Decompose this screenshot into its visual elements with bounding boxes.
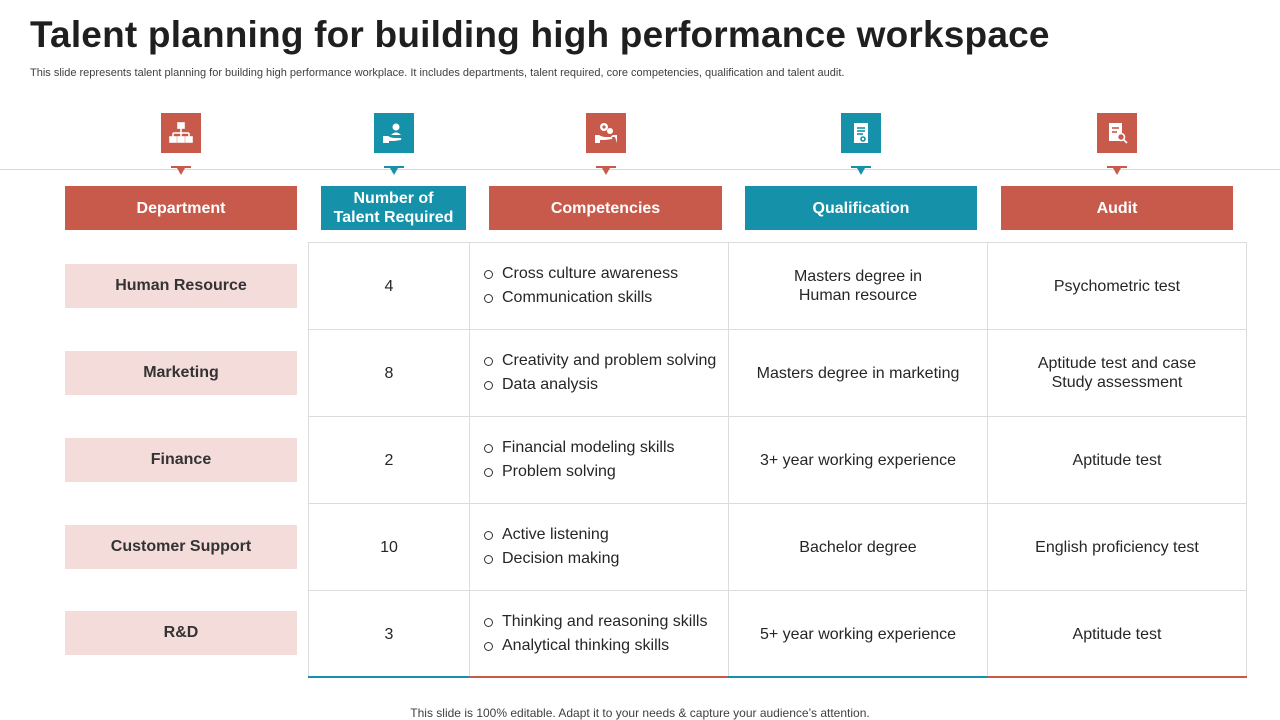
competency-item: Thinking and reasoning skills: [484, 610, 707, 634]
hand-user-icon: [374, 113, 414, 153]
competencies-cell: Cross culture awareness Communication sk…: [470, 243, 729, 329]
column-accent-line: [469, 676, 728, 678]
icon-column-department: [161, 113, 201, 179]
qualification-cell: Masters degree in Human resource: [729, 243, 988, 329]
competency-item: Data analysis: [484, 373, 716, 397]
talent-count-cell: 4: [309, 243, 470, 329]
column-accent-line: [728, 676, 987, 678]
competencies-cell: Thinking and reasoning skills Analytical…: [470, 591, 729, 677]
down-pointer-icon: [857, 168, 865, 175]
table-row: 3 Thinking and reasoning skills Analytic…: [309, 591, 1246, 678]
table-row: 4 Cross culture awareness Communication …: [309, 243, 1246, 330]
slide-subtitle: This slide represents talent planning fo…: [30, 67, 845, 79]
talent-count-cell: 8: [309, 330, 470, 416]
competency-item: Analytical thinking skills: [484, 634, 707, 658]
competencies-cell: Active listening Decision making: [470, 504, 729, 590]
talent-count-cell: 10: [309, 504, 470, 590]
header-talent-required: Number of Talent Required: [321, 186, 466, 230]
icon-column-audit: [1097, 113, 1137, 179]
department-label: Human Resource: [65, 264, 297, 308]
table-row: 8 Creativity and problem solving Data an…: [309, 330, 1246, 417]
table-row: 2 Financial modeling skills Problem solv…: [309, 417, 1246, 504]
icon-connector: [1107, 166, 1127, 168]
column-accent-line: [308, 676, 469, 678]
down-pointer-icon: [602, 168, 610, 175]
competencies-cell: Financial modeling skills Problem solvin…: [470, 417, 729, 503]
qualification-cell: 3+ year working experience: [729, 417, 988, 503]
qualification-cell: Masters degree in marketing: [729, 330, 988, 416]
down-pointer-icon: [390, 168, 398, 175]
icon-column-competencies: [586, 113, 626, 179]
audit-report-icon: [1097, 113, 1137, 153]
header-competencies: Competencies: [489, 186, 722, 230]
down-pointer-icon: [177, 168, 185, 175]
qualification-cell: 5+ year working experience: [729, 591, 988, 677]
talent-count-cell: 2: [309, 417, 470, 503]
icon-column-qualification: [841, 113, 881, 179]
icon-connector: [384, 166, 404, 168]
slide-footer: This slide is 100% editable. Adapt it to…: [410, 706, 870, 720]
competency-item: Financial modeling skills: [484, 436, 675, 460]
audit-cell: Psychometric test: [1053, 277, 1181, 295]
competencies-cell: Creativity and problem solving Data anal…: [470, 330, 729, 416]
slide-title: Talent planning for building high perfor…: [30, 14, 1050, 55]
competency-item: Creativity and problem solving: [484, 349, 716, 373]
department-label: Marketing: [65, 351, 297, 395]
table-row: 10 Active listening Decision making Bach…: [309, 504, 1246, 591]
header-qualification: Qualification: [745, 186, 977, 230]
divider-line: [0, 169, 1280, 170]
down-pointer-icon: [1113, 168, 1121, 175]
audit-cell: Aptitude test: [1072, 625, 1162, 643]
audit-cell: Aptitude test and case Study assessment: [1037, 355, 1197, 391]
certificate-icon: [841, 113, 881, 153]
hand-gear-icon: [586, 113, 626, 153]
icon-connector: [851, 166, 871, 168]
icon-column-talent: [374, 113, 414, 179]
competency-item: Problem solving: [484, 460, 675, 484]
competency-item: Communication skills: [484, 286, 678, 310]
icon-connector: [596, 166, 616, 168]
department-label: Customer Support: [65, 525, 297, 569]
header-department: Department: [65, 186, 297, 230]
talent-count-cell: 3: [309, 591, 470, 677]
org-chart-icon: [161, 113, 201, 153]
header-audit: Audit: [1001, 186, 1233, 230]
competency-item: Active listening: [484, 523, 619, 547]
competency-item: Cross culture awareness: [484, 262, 678, 286]
competency-item: Decision making: [484, 547, 619, 571]
qualification-cell: Bachelor degree: [729, 504, 988, 590]
audit-cell: English proficiency test: [1035, 538, 1199, 556]
column-accent-line: [987, 676, 1247, 678]
department-label: R&D: [65, 611, 297, 655]
department-label: Finance: [65, 438, 297, 482]
icon-connector: [171, 166, 191, 168]
audit-cell: Aptitude test: [1072, 451, 1162, 469]
talent-table: 4 Cross culture awareness Communication …: [308, 242, 1247, 677]
